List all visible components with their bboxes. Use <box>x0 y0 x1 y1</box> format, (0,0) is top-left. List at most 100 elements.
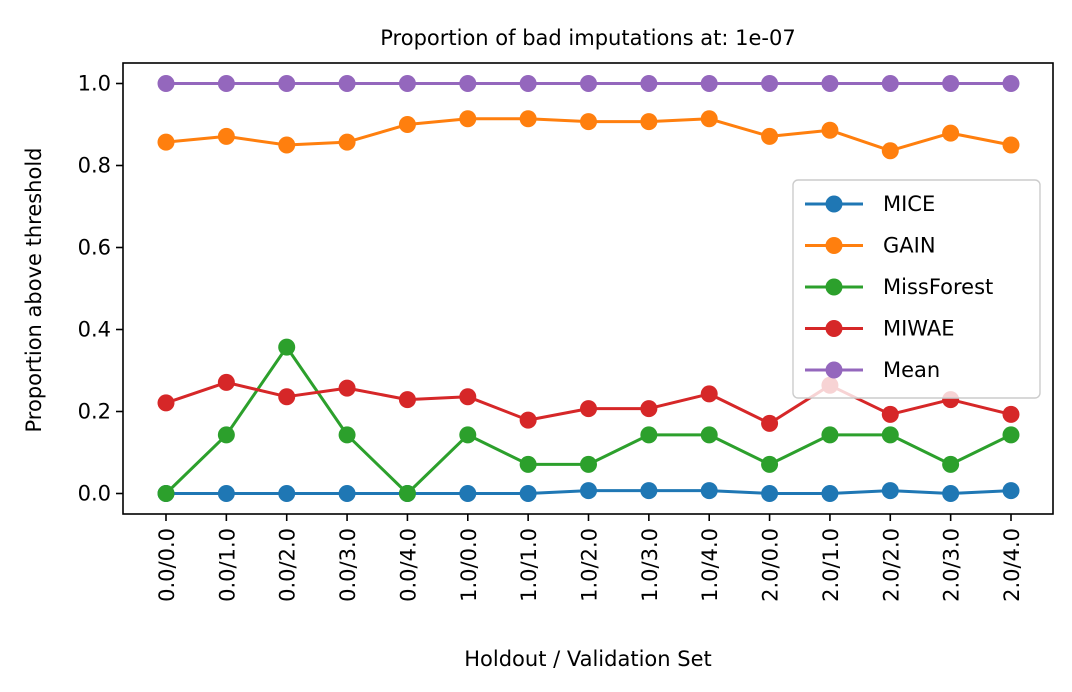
legend-entry: GAIN <box>805 234 936 258</box>
x-tick-label: 2.0/4.0 <box>1000 528 1024 602</box>
data-point <box>700 110 718 128</box>
y-tick-label: 1.0 <box>78 72 111 96</box>
data-point <box>217 75 235 92</box>
data-point <box>398 391 416 409</box>
data-point <box>700 385 718 403</box>
legend-marker <box>825 361 843 379</box>
data-point <box>640 400 658 418</box>
data-point <box>881 405 899 423</box>
data-point <box>338 133 356 151</box>
data-point <box>459 426 477 444</box>
series-miwae <box>157 373 1020 432</box>
data-point <box>1002 426 1020 444</box>
x-tick-label: 0.0/4.0 <box>396 528 420 602</box>
data-point <box>459 485 477 502</box>
y-tick-label: 0.6 <box>78 236 111 260</box>
legend-marker <box>825 195 843 213</box>
legend-label: MissForest <box>883 275 993 299</box>
data-point <box>459 388 477 406</box>
y-tick-label: 0.8 <box>78 154 111 178</box>
x-tick-label: 2.0/0.0 <box>759 528 783 602</box>
data-point <box>157 133 175 151</box>
legend-entry: MIWAE <box>805 317 955 341</box>
data-point <box>459 75 477 92</box>
data-point <box>459 110 477 128</box>
data-point <box>761 414 779 432</box>
data-point <box>700 426 718 444</box>
data-point <box>580 482 597 500</box>
data-point <box>580 400 597 418</box>
plot-area: 0.0 0.2 0.4 0.6 0.8 1.0 0.0/0.0 0.0/1.0 0.0/2.0 0… <box>78 62 1054 602</box>
x-axis-label: Holdout / Validation Set <box>464 647 711 671</box>
legend-entry: MissForest <box>805 275 993 299</box>
data-point <box>821 485 839 502</box>
data-point <box>398 75 416 92</box>
legend-entry: MICE <box>805 192 935 216</box>
data-point <box>881 426 899 444</box>
data-point <box>881 142 899 160</box>
data-point <box>519 455 537 473</box>
data-point <box>1002 75 1020 92</box>
data-point <box>881 75 899 92</box>
x-tick-label: 1.0/0.0 <box>457 528 481 602</box>
legend-marker <box>825 278 843 296</box>
legend-label: GAIN <box>883 234 936 258</box>
data-point <box>338 426 356 444</box>
data-point <box>640 75 658 92</box>
data-point <box>821 75 839 92</box>
data-point <box>157 394 175 412</box>
x-tick-label: 0.0/2.0 <box>276 528 300 602</box>
x-tick-label: 0.0/0.0 <box>155 528 179 602</box>
data-point <box>761 127 779 145</box>
data-point <box>278 388 296 406</box>
x-tick-label: 0.0/3.0 <box>336 528 360 602</box>
data-point <box>761 485 779 502</box>
series-gain <box>157 110 1020 160</box>
data-point <box>821 121 839 139</box>
data-point <box>700 75 718 92</box>
series-mice <box>157 482 1020 502</box>
legend-label: MICE <box>883 192 935 216</box>
data-point <box>1002 136 1020 154</box>
data-point <box>580 455 597 473</box>
data-point <box>217 485 235 502</box>
data-point <box>640 482 658 500</box>
legend-label: Mean <box>883 358 940 382</box>
data-point <box>821 426 839 444</box>
data-point <box>1002 482 1020 500</box>
data-point <box>942 75 960 92</box>
data-point <box>881 482 899 500</box>
x-tick-label: 0.0/1.0 <box>215 528 239 602</box>
legend-entry: Mean <box>805 358 940 382</box>
x-tick-label: 2.0/2.0 <box>879 528 903 602</box>
legend-box <box>792 179 1041 399</box>
legend-marker <box>825 320 843 337</box>
data-point <box>700 482 718 500</box>
data-point <box>519 75 537 92</box>
x-tick-label: 2.0/1.0 <box>819 528 843 602</box>
data-point <box>761 75 779 92</box>
data-point <box>338 485 356 502</box>
x-tick-label: 1.0/1.0 <box>517 528 541 602</box>
data-point <box>398 485 416 502</box>
data-point <box>278 338 296 356</box>
x-tick-label: 2.0/3.0 <box>940 528 964 602</box>
x-tick-label: 1.0/2.0 <box>578 528 602 602</box>
data-point <box>278 75 296 92</box>
series-mean <box>157 75 1020 92</box>
chart-title: Proportion of bad imputations at: 1e-07 <box>380 26 795 50</box>
y-tick-label: 0.4 <box>78 318 111 342</box>
data-point <box>640 426 658 444</box>
data-point <box>519 485 537 502</box>
data-point <box>217 127 235 145</box>
data-point <box>519 110 537 128</box>
data-point <box>338 379 356 397</box>
y-axis-label: Proportion above threshold <box>22 148 46 433</box>
data-point <box>157 75 175 92</box>
data-point <box>640 113 658 131</box>
data-point <box>338 75 356 92</box>
data-point <box>942 124 960 142</box>
x-tick-label: 1.0/3.0 <box>638 528 662 602</box>
data-point <box>398 116 416 133</box>
